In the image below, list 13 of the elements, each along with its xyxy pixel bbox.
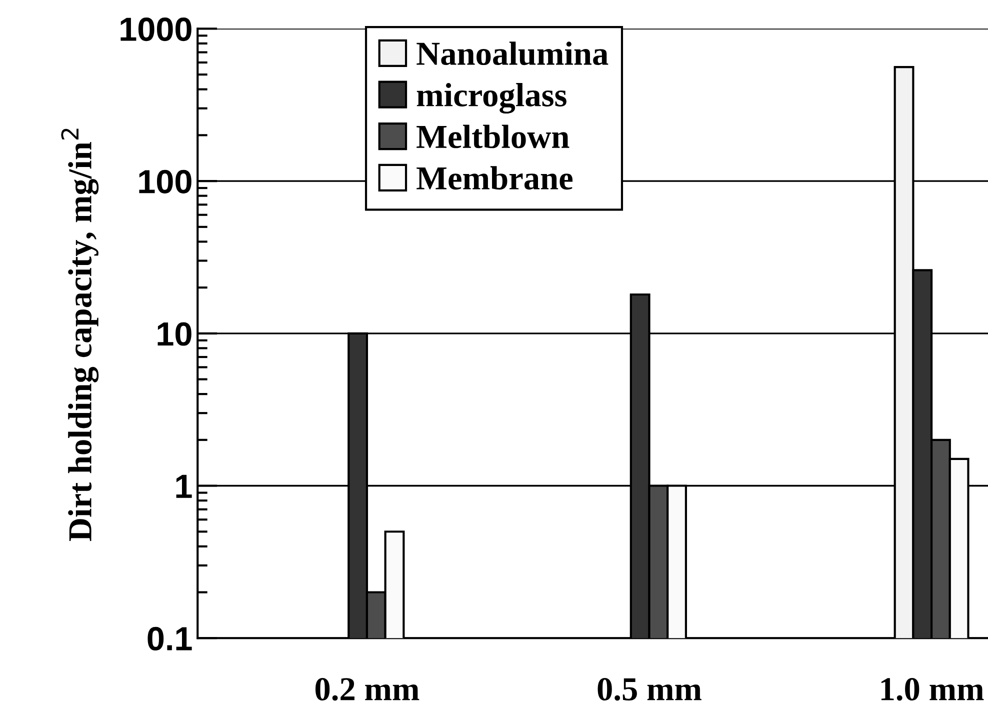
y-axis-title: Dirt holding capacity, mg/in$^{2}$ xyxy=(61,128,99,541)
legend-label: Meltblown xyxy=(416,124,570,148)
legend-label: Membrane xyxy=(416,166,573,190)
legend-label: Nanoalumina xyxy=(416,42,608,66)
x-tick-label: 0.5 mm xyxy=(598,678,702,701)
legend-label: microglass xyxy=(416,83,566,114)
x-tick-label: 0.2 mm xyxy=(315,678,420,701)
y-tick-label: 100 xyxy=(139,170,192,194)
x-tick-label: 1.0 mm xyxy=(881,678,984,701)
y-tick-label: 1000 xyxy=(120,17,192,42)
y-tick-label: 0.1 xyxy=(148,626,192,651)
y-tick-label: 1 xyxy=(176,474,192,498)
y-tick-label: 10 xyxy=(158,322,192,346)
